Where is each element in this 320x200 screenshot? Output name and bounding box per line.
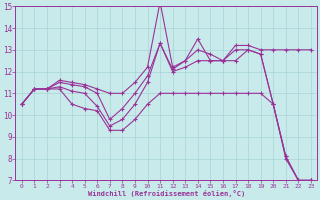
X-axis label: Windchill (Refroidissement éolien,°C): Windchill (Refroidissement éolien,°C): [88, 190, 245, 197]
